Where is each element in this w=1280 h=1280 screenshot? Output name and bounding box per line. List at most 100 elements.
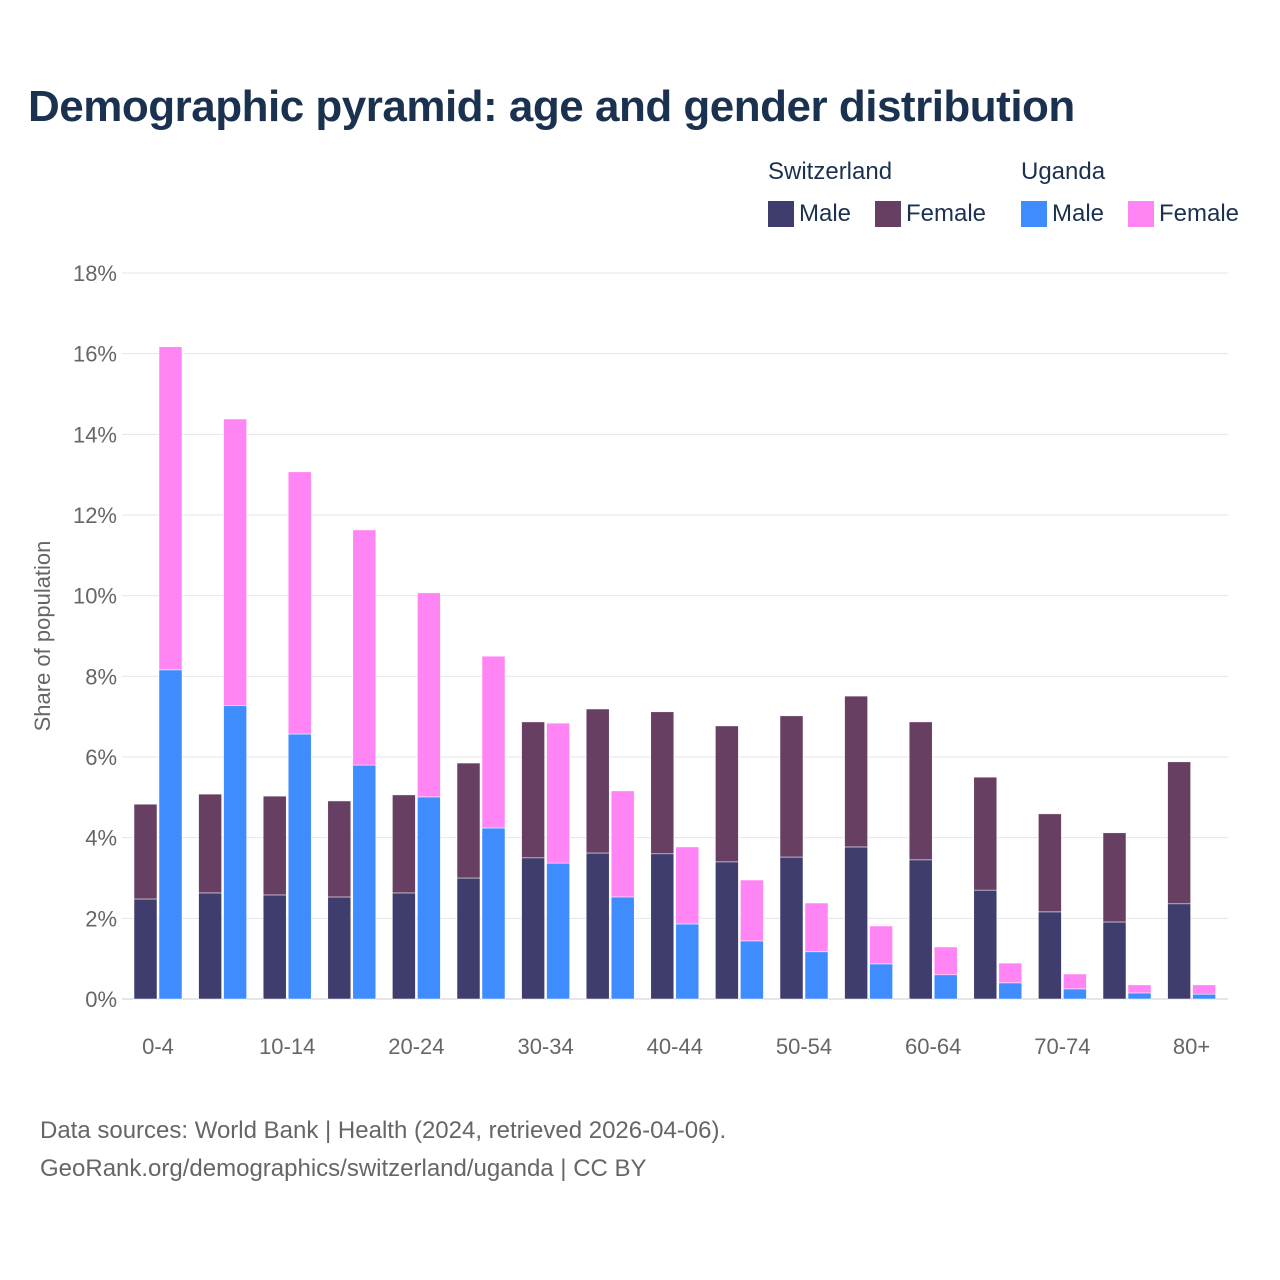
y-tick-label: 16% — [73, 342, 117, 367]
bar-switzerland-male — [1038, 911, 1062, 1000]
legend-switzerland-female[interactable]: Female — [875, 200, 986, 228]
bar-uganda-female — [804, 902, 829, 953]
y-tick-label: 10% — [73, 584, 117, 609]
bar-switzerland-female — [585, 708, 610, 854]
x-tick-label: 40-44 — [647, 1034, 703, 1059]
bar-uganda-male — [546, 862, 570, 1000]
bar-uganda-female — [740, 879, 764, 942]
bar-uganda-female — [675, 846, 700, 925]
bar-uganda-female — [223, 418, 247, 707]
bar-switzerland-female — [1102, 832, 1127, 923]
bar-uganda-female — [546, 722, 570, 864]
x-tick-label: 60-64 — [905, 1034, 961, 1059]
x-tick-label: 20-24 — [388, 1034, 444, 1059]
bar-switzerland-female — [327, 800, 352, 898]
bar-uganda-male — [417, 796, 441, 1000]
bar-switzerland-male — [1102, 921, 1127, 1000]
bar-uganda-female — [1192, 984, 1216, 995]
legend-label: Male — [1052, 200, 1105, 227]
data-source-note: Data sources: World Bank | Health (2024,… — [40, 1117, 727, 1144]
bar-uganda-male — [869, 963, 893, 1000]
bar-uganda-male — [158, 669, 183, 1000]
y-tick-label: 2% — [85, 906, 117, 931]
legend-uganda-male[interactable]: Male — [1021, 200, 1104, 228]
bar-switzerland-male — [327, 896, 352, 1000]
y-axis-label: Share of population — [30, 541, 55, 732]
bar-uganda-male — [287, 733, 312, 1000]
bar-switzerland-male — [521, 857, 545, 1000]
y-tick-label: 4% — [85, 826, 117, 851]
legend-swatch — [1021, 201, 1047, 227]
bar-switzerland-male — [779, 856, 804, 1000]
bar-switzerland-female — [1038, 813, 1062, 913]
bar-switzerland-male — [392, 892, 416, 1000]
bar-switzerland-female — [844, 695, 868, 848]
bar-uganda-female — [869, 925, 893, 965]
bar-switzerland-female — [779, 715, 804, 858]
bar-switzerland-female — [650, 711, 675, 855]
bar-switzerland-female — [908, 721, 933, 861]
x-tick-label: 10-14 — [259, 1034, 315, 1059]
x-tick-label: 70-74 — [1034, 1034, 1090, 1059]
legend-label: Female — [906, 200, 987, 227]
bar-switzerland-male — [844, 846, 868, 1000]
bar-switzerland-female — [198, 793, 222, 894]
legend-swatch — [768, 201, 794, 227]
legend-swatch — [875, 201, 901, 227]
legend-label: Male — [799, 200, 852, 227]
bar-switzerland-female — [262, 795, 287, 896]
x-tick-label: 50-54 — [776, 1034, 832, 1059]
bar-switzerland-male — [715, 861, 739, 1000]
bar-switzerland-male — [1167, 903, 1191, 1000]
bar-uganda-male — [1127, 992, 1152, 1000]
y-tick-label: 12% — [73, 503, 117, 528]
legend-label: Female — [1159, 200, 1240, 227]
bar-switzerland-male — [585, 852, 610, 1000]
bar-switzerland-male — [456, 877, 481, 1000]
bar-uganda-female — [158, 346, 183, 671]
x-tick-label: 80+ — [1173, 1034, 1210, 1059]
y-tick-label: 8% — [85, 664, 117, 689]
chart-title: Demographic pyramid: age and gender dist… — [28, 82, 1075, 131]
bar-uganda-female — [417, 592, 441, 798]
bar-uganda-male — [1063, 988, 1087, 1000]
bar-uganda-male — [481, 827, 506, 1000]
legend-uganda-female[interactable]: Female — [1128, 200, 1239, 228]
bar-uganda-male — [610, 896, 635, 1000]
bar-switzerland-female — [1167, 761, 1191, 905]
bar-switzerland-male — [262, 894, 287, 1000]
source-link[interactable]: GeoRank.org/demographics/switzerland/uga… — [40, 1155, 647, 1182]
bar-switzerland-female — [456, 762, 481, 879]
bar-uganda-female — [1127, 984, 1152, 994]
x-tick-label: 0-4 — [142, 1034, 174, 1059]
bar-uganda-female — [481, 655, 506, 829]
bar-uganda-male — [675, 923, 700, 1000]
bar-uganda-female — [610, 790, 635, 898]
bar-uganda-female — [933, 946, 958, 976]
y-tick-label: 18% — [73, 261, 117, 286]
bar-switzerland-male — [198, 892, 222, 1000]
bar-uganda-male — [1192, 993, 1216, 1000]
legend-group-switzerland: Switzerland — [768, 158, 893, 185]
bar-uganda-female — [287, 471, 312, 735]
y-tick-label: 6% — [85, 745, 117, 770]
bar-uganda-male — [804, 951, 829, 1000]
bar-uganda-male — [933, 974, 958, 1000]
bar-switzerland-female — [715, 725, 739, 863]
bar-uganda-female — [998, 962, 1023, 984]
legend-switzerland-male[interactable]: Male — [768, 200, 851, 228]
bar-uganda-female — [1063, 973, 1087, 990]
bar-uganda-male — [998, 982, 1023, 1000]
x-tick-label: 30-34 — [517, 1034, 573, 1059]
bar-switzerland-female — [973, 776, 998, 891]
bar-switzerland-female — [133, 803, 158, 900]
y-tick-label: 14% — [73, 422, 117, 447]
bar-switzerland-male — [133, 898, 158, 1000]
bar-switzerland-male — [973, 889, 998, 1000]
legend-group-uganda: Uganda — [1021, 158, 1106, 185]
bar-uganda-female — [352, 529, 377, 766]
y-tick-label: 0% — [85, 987, 117, 1012]
bar-switzerland-male — [650, 853, 675, 1000]
bar-switzerland-female — [521, 721, 545, 859]
